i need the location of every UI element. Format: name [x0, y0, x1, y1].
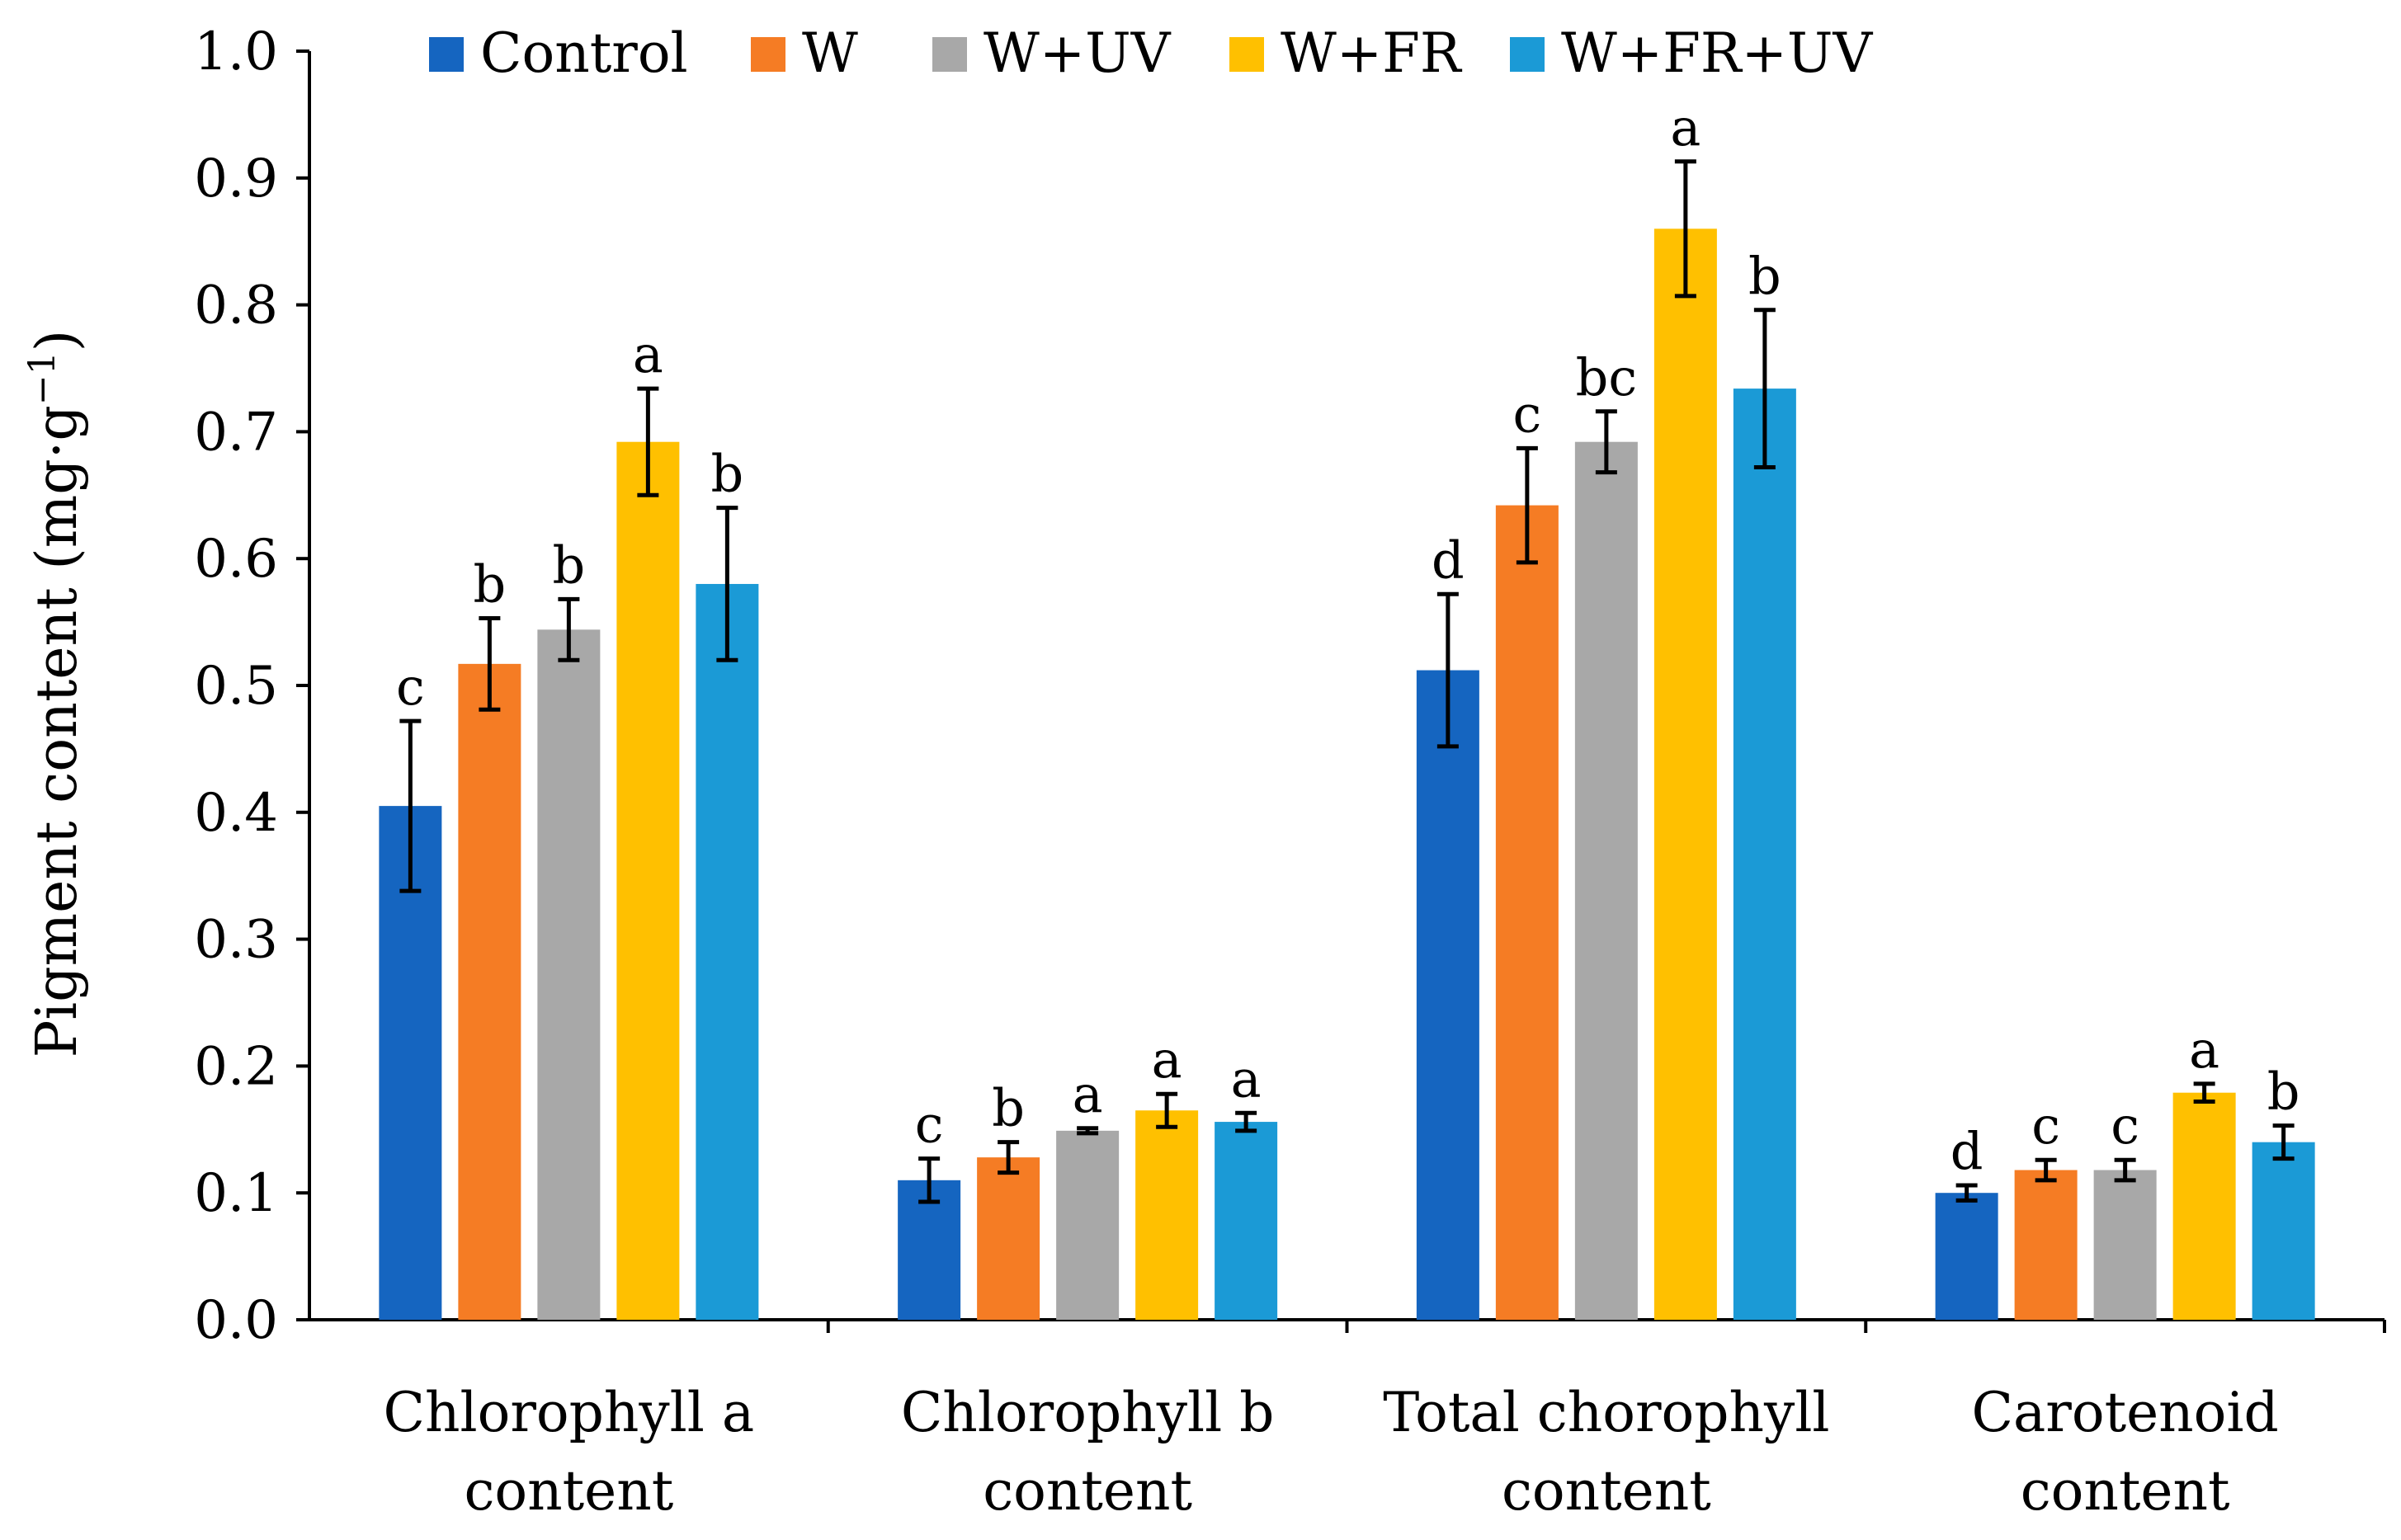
bar	[1135, 1110, 1199, 1320]
y-tick-label: 0.9	[194, 148, 278, 210]
significance-letter: b	[992, 1078, 1025, 1138]
y-tick-label: 0.7	[194, 402, 278, 463]
category-label: Total chorophyll	[1383, 1381, 1829, 1444]
significance-letter: b	[2267, 1062, 2300, 1122]
significance-letter: a	[1073, 1064, 1103, 1124]
significance-letter: bc	[1576, 347, 1637, 407]
significance-letter: b	[1748, 246, 1781, 306]
bar	[1653, 228, 1717, 1320]
category-label: Chlorophyll b	[901, 1381, 1275, 1444]
significance-letter: d	[1951, 1121, 1984, 1181]
significance-letter: a	[1670, 97, 1701, 158]
bar	[1056, 1130, 1120, 1320]
bar	[1416, 670, 1479, 1320]
y-axis-label: Pigment content (mg·g−1)	[21, 330, 90, 1058]
legend-label: Control	[480, 21, 688, 85]
legend-swatch	[932, 37, 967, 72]
bar	[616, 441, 680, 1320]
significance-letter: b	[553, 535, 586, 595]
significance-letter: b	[711, 444, 744, 504]
category-label: Chlorophyll a	[384, 1381, 755, 1444]
y-tick-label: 1.0	[194, 21, 278, 82]
category-label: content	[1502, 1459, 1711, 1523]
bar	[2014, 1170, 2078, 1320]
bar	[1935, 1193, 1998, 1320]
y-tick-label: 0.0	[194, 1290, 278, 1351]
bar	[977, 1157, 1040, 1320]
y-axis-label-superscript: −1	[21, 351, 64, 405]
category-label: content	[464, 1459, 673, 1523]
y-tick-label: 0.2	[194, 1036, 278, 1097]
significance-letter: c	[2111, 1095, 2139, 1156]
bar	[1574, 441, 1638, 1320]
y-tick-label: 0.3	[194, 910, 278, 971]
bar	[458, 663, 521, 1320]
legend-swatch	[1229, 37, 1264, 72]
significance-letter: c	[1513, 384, 1542, 444]
bar	[1215, 1122, 1278, 1320]
significance-letter: c	[915, 1095, 944, 1155]
significance-letter: b	[474, 553, 507, 614]
significance-letter: d	[1432, 530, 1465, 590]
category-label: content	[983, 1459, 1192, 1523]
bar	[2172, 1092, 2236, 1320]
bar	[2093, 1170, 2157, 1320]
bar	[1733, 389, 1796, 1320]
y-axis-label-close: )	[25, 330, 90, 352]
significance-letter: c	[2031, 1095, 2060, 1156]
y-tick-label: 0.8	[194, 276, 278, 337]
legend-label: W+FR+UV	[1561, 21, 1874, 85]
bar	[1495, 505, 1559, 1320]
y-axis-label-main: Pigment content (mg·g	[25, 405, 90, 1057]
category-label: content	[2021, 1459, 2230, 1523]
significance-letter: a	[1152, 1029, 1182, 1090]
significance-letter: a	[2189, 1020, 2219, 1080]
category-label: Carotenoid	[1971, 1381, 2278, 1444]
bar	[2252, 1142, 2315, 1320]
y-tick-label: 0.4	[194, 783, 278, 844]
bar	[696, 583, 759, 1320]
legend-label: W+FR	[1281, 21, 1463, 85]
significance-letter: c	[396, 657, 425, 717]
legend-swatch	[751, 37, 785, 72]
significance-letter: a	[1231, 1048, 1262, 1109]
legend-label: W	[802, 21, 858, 85]
bar	[537, 629, 601, 1320]
y-tick-label: 0.1	[194, 1163, 278, 1224]
y-tick-label: 0.5	[194, 656, 278, 717]
legend-swatch	[1510, 37, 1545, 72]
legend-swatch	[429, 37, 464, 72]
significance-letter: a	[633, 324, 663, 384]
legend-label: W+UV	[984, 21, 1172, 85]
y-tick-label: 0.6	[194, 529, 278, 590]
